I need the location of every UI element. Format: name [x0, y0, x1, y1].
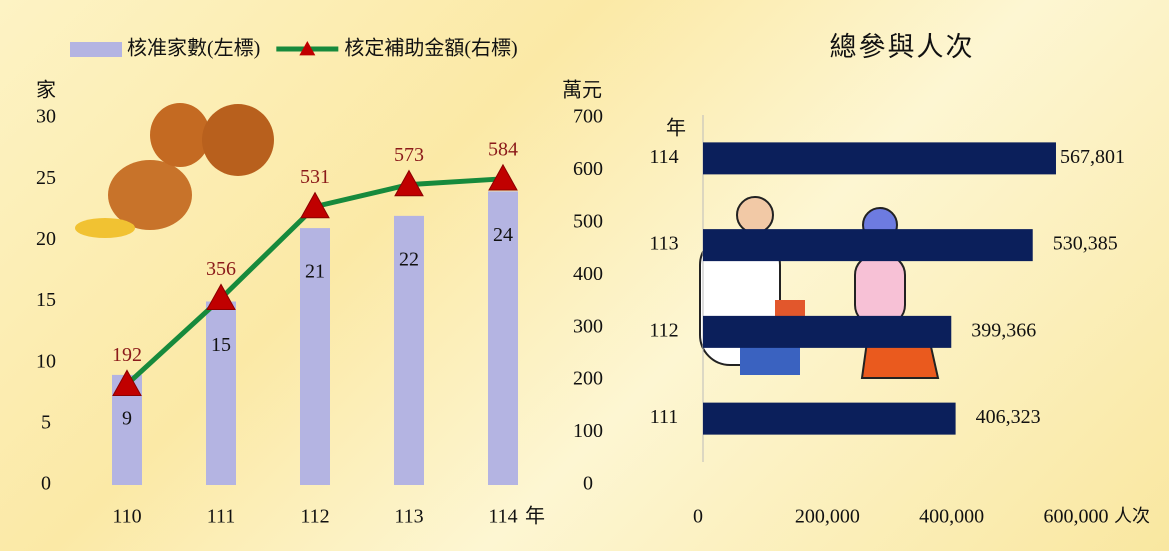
y2-tick-label: 0: [583, 473, 593, 495]
y-tick-label: 5: [41, 411, 51, 433]
line-marker: [206, 283, 236, 311]
y-tick-label: 113: [649, 233, 678, 255]
x-tick-label: 400,000: [919, 506, 984, 528]
people-decoration: [699, 196, 940, 379]
bar-value-label: 9: [122, 407, 132, 429]
x-axis-label: 年: [525, 505, 545, 528]
y2-tick-label: 100: [573, 420, 603, 442]
money-bags-decoration: [75, 103, 274, 238]
y-tick-label: 111: [650, 406, 679, 428]
x-tick-label: 200,000: [795, 506, 860, 528]
legend-marker: [299, 41, 316, 56]
line-marker: [300, 191, 330, 219]
bar: [206, 301, 236, 485]
x-axis-label: 人次: [1114, 506, 1150, 526]
y-axis-label: 年: [666, 117, 686, 140]
bar: [394, 215, 424, 485]
chart-title: 總參與人次: [830, 32, 975, 62]
bar: [488, 191, 518, 485]
x-tick-label: 112: [300, 506, 329, 528]
y2-axis-label: 萬元: [562, 79, 602, 102]
bar: [703, 229, 1033, 262]
line-value-label: 192: [112, 344, 142, 366]
y-tick-label: 10: [36, 350, 56, 372]
bar: [300, 228, 330, 485]
legend-label: 核准家數(左標): [127, 37, 260, 60]
y2-tick-label: 700: [573, 106, 603, 128]
bar-value-label: 399,366: [971, 319, 1036, 341]
y2-tick-label: 500: [573, 210, 603, 232]
y-axis-label: 家: [36, 79, 56, 102]
bar-value-label: 24: [493, 224, 513, 246]
line-value-label: 584: [488, 138, 518, 160]
x-tick-label: 110: [112, 506, 141, 528]
bar-value-label: 567,801: [1060, 146, 1125, 168]
bar-value-label: 530,385: [1053, 233, 1118, 255]
bar-value-label: 406,323: [976, 406, 1041, 428]
y-tick-label: 20: [36, 228, 56, 250]
x-tick-label: 600,000: [1044, 506, 1109, 528]
x-tick-label: 113: [394, 506, 423, 528]
y-tick-label: 0: [41, 473, 51, 495]
legend-swatch: [70, 42, 122, 57]
line-marker: [112, 369, 142, 397]
y-tick-label: 15: [36, 289, 56, 311]
x-tick-label: 114: [488, 506, 517, 528]
y-tick-label: 25: [36, 167, 56, 189]
y-tick-label: 30: [36, 106, 56, 128]
y-tick-label: 114: [649, 146, 678, 168]
y-tick-label: 112: [649, 319, 678, 341]
line-value-label: 531: [300, 166, 330, 188]
legend-label: 核定補助金額(右標): [344, 37, 517, 60]
bar-value-label: 15: [211, 334, 231, 356]
y2-tick-label: 300: [573, 315, 603, 337]
bar: [703, 315, 952, 348]
bar: [703, 402, 956, 435]
bar-value-label: 22: [399, 248, 419, 270]
x-tick-label: 111: [207, 506, 236, 528]
line-value-label: 356: [206, 258, 236, 280]
line-value-label: 573: [394, 144, 424, 166]
bar: [703, 142, 1056, 175]
y2-tick-label: 200: [573, 368, 603, 390]
line-marker: [488, 163, 518, 191]
y2-tick-label: 600: [573, 158, 603, 180]
x-tick-label: 0: [693, 506, 703, 528]
y2-tick-label: 400: [573, 263, 603, 285]
bar-value-label: 21: [305, 261, 325, 283]
line-marker: [394, 169, 424, 197]
